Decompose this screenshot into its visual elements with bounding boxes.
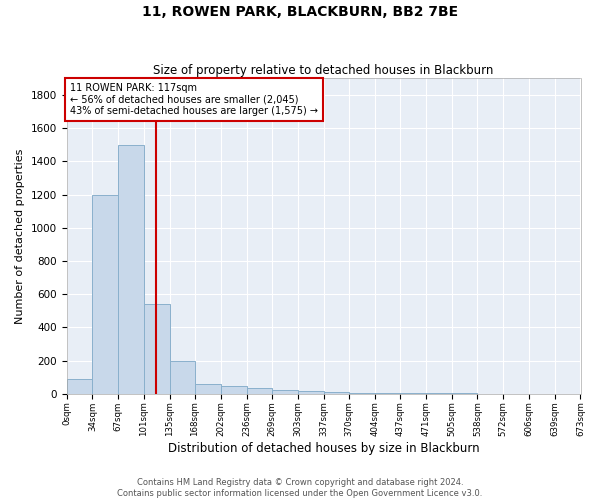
- Bar: [349, 393, 375, 394]
- Text: Contains HM Land Registry data © Crown copyright and database right 2024.
Contai: Contains HM Land Registry data © Crown c…: [118, 478, 482, 498]
- Bar: [92, 194, 118, 394]
- Bar: [272, 390, 298, 394]
- Text: 11, ROWEN PARK, BLACKBURN, BB2 7BE: 11, ROWEN PARK, BLACKBURN, BB2 7BE: [142, 5, 458, 19]
- Bar: [247, 388, 272, 394]
- Text: 11 ROWEN PARK: 117sqm
← 56% of detached houses are smaller (2,045)
43% of semi-d: 11 ROWEN PARK: 117sqm ← 56% of detached …: [70, 83, 319, 116]
- Bar: [400, 393, 426, 394]
- X-axis label: Distribution of detached houses by size in Blackburn: Distribution of detached houses by size …: [168, 442, 479, 455]
- Bar: [221, 386, 247, 394]
- Title: Size of property relative to detached houses in Blackburn: Size of property relative to detached ho…: [154, 64, 494, 77]
- Bar: [67, 379, 92, 394]
- Y-axis label: Number of detached properties: Number of detached properties: [15, 148, 25, 324]
- Bar: [143, 304, 170, 394]
- Bar: [118, 144, 143, 394]
- Bar: [195, 384, 221, 394]
- Bar: [170, 360, 195, 394]
- Bar: [298, 392, 324, 394]
- Bar: [324, 392, 349, 394]
- Bar: [375, 393, 400, 394]
